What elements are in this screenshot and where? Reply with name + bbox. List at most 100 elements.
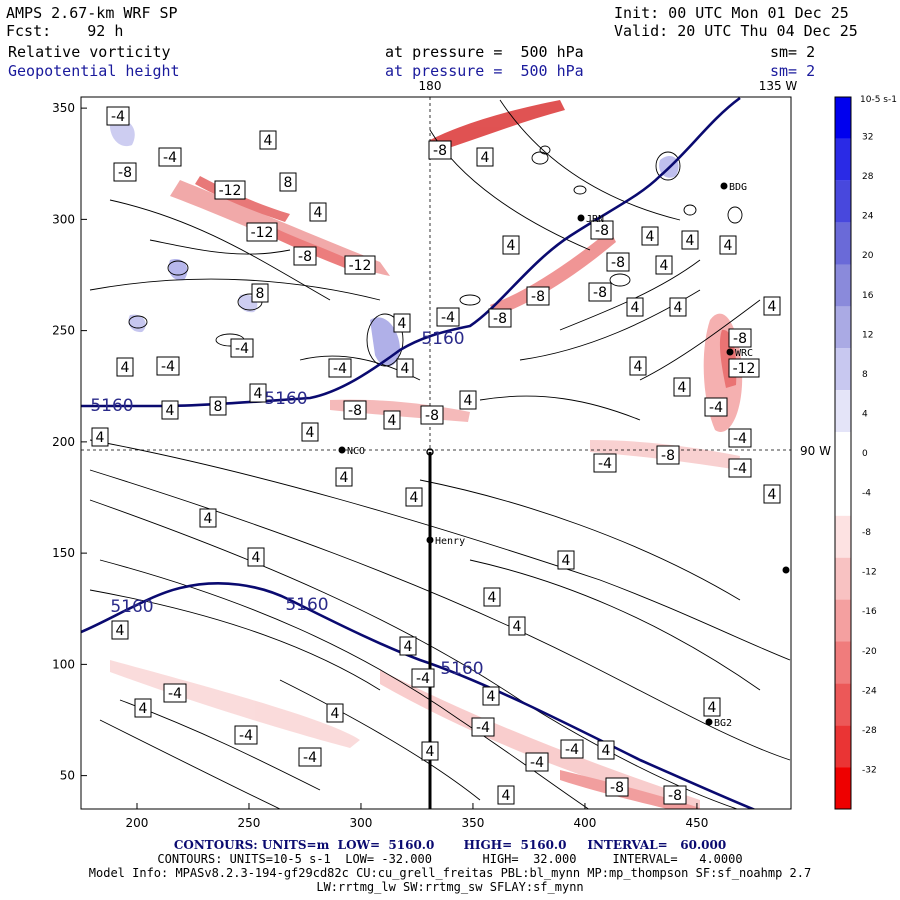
svg-text:-12: -12 <box>219 183 242 199</box>
svg-text:-4: -4 <box>598 456 612 472</box>
height-contour-5160 <box>81 97 757 809</box>
contour-label: 4 <box>249 383 267 403</box>
height-contour-label: 5160 <box>285 595 328 615</box>
contour-label: -4 <box>106 106 130 126</box>
vort-negative-band <box>170 180 390 276</box>
colorbar-segment <box>835 306 851 349</box>
contour-label: 4 <box>482 686 500 706</box>
contour-label: 4 <box>247 547 265 567</box>
colorbar-segment <box>835 222 851 265</box>
svg-text:4: 4 <box>674 300 683 316</box>
contour-label: 4 <box>681 230 699 250</box>
colorbar-segment <box>835 683 851 726</box>
contour-label: 4 <box>476 147 494 167</box>
svg-text:8: 8 <box>284 175 293 191</box>
footer-model-info: Model Info: MPASv8.2.3-194-gf29cd82c CU:… <box>88 866 812 880</box>
svg-text:-8: -8 <box>118 165 132 181</box>
footer-vorticity-contours: CONTOURS: UNITS=10-5 s-1 LOW= -32.000 HI… <box>157 852 743 866</box>
contour-label: -4 <box>704 397 728 417</box>
colorbar-frame <box>834 96 852 810</box>
svg-text:4: 4 <box>507 238 516 254</box>
contour-label: 4 <box>703 697 721 717</box>
height-contour-label: 5160 <box>264 389 307 409</box>
svg-text:4: 4 <box>121 360 130 376</box>
contour-label: -4 <box>156 356 180 376</box>
station-marker <box>726 348 734 356</box>
colorbar-label: 24 <box>862 212 874 222</box>
svg-text:4: 4 <box>388 413 397 429</box>
contour-label: 4 <box>326 703 344 723</box>
station-marker <box>782 566 790 574</box>
valid-time: Valid: 20 UTC Thu 04 Dec 25 <box>614 22 858 40</box>
y-tick-label: 250 <box>52 324 75 338</box>
contour-label: 4 <box>719 235 737 255</box>
contour-label: 4 <box>335 467 353 487</box>
contour-label: 4 <box>508 616 526 636</box>
colorbar-label: -4 <box>862 489 871 499</box>
contour-label: 4 <box>393 313 411 333</box>
colorbar-label: -20 <box>862 647 877 657</box>
svg-text:-4: -4 <box>476 720 490 736</box>
svg-text:-8: -8 <box>433 143 447 159</box>
svg-text:-4: -4 <box>733 431 747 447</box>
colorbar-segment <box>835 138 851 181</box>
contour-label: 4 <box>626 297 644 317</box>
contour-label: 4 <box>383 410 401 430</box>
contour-label: 4 <box>396 358 414 378</box>
svg-text:-4: -4 <box>416 671 430 687</box>
contour-label: -4 <box>230 338 254 358</box>
contour-label: -4 <box>298 747 322 767</box>
contour-label: 8 <box>279 172 297 192</box>
svg-text:4: 4 <box>488 590 497 606</box>
contour-label: -4 <box>234 725 258 745</box>
contour-label: -4 <box>163 683 187 703</box>
colorbar-label: 0 <box>862 449 868 459</box>
colorbar-segment <box>835 390 851 433</box>
footer-physics-info: LW:rrtmg_lw SW:rrtmg_sw SFLAY:sf_mynn <box>316 880 584 894</box>
colorbar: 10-5 s-1 32 28 24 20 16 12 8 4 0 -4 -8 -12 -16 -20 -24… <box>834 95 897 810</box>
stations: NCO Henry BDG JRN WRC BG2 <box>338 182 790 729</box>
station-marker <box>705 718 713 726</box>
contour-label: -8 <box>656 445 680 465</box>
y-tick-label: 100 <box>52 657 75 671</box>
svg-text:-4: -4 <box>733 461 747 477</box>
svg-text:-4: -4 <box>709 400 723 416</box>
contour-label: -4 <box>328 358 352 378</box>
contour-label: 4 <box>763 296 781 316</box>
init-time: Init: 00 UTC Mon 01 Dec 25 <box>614 4 849 22</box>
contour-label: -8 <box>420 405 444 425</box>
x-tick-label: 450 <box>685 816 708 830</box>
colorbar-label: -16 <box>862 607 877 617</box>
colorbar-segment <box>835 97 851 139</box>
svg-text:-4: -4 <box>530 755 544 771</box>
colorbar-label: 20 <box>862 251 874 261</box>
colorbar-label: -32 <box>862 765 877 775</box>
field2-name: Geopotential height <box>8 62 180 80</box>
svg-text:4: 4 <box>631 300 640 316</box>
svg-text:4: 4 <box>204 511 213 527</box>
svg-text:-8: -8 <box>611 255 625 271</box>
colorbar-label: -28 <box>862 726 877 736</box>
contour-label: 4 <box>111 620 129 640</box>
svg-text:4: 4 <box>502 788 511 804</box>
contour-label: -8 <box>113 162 137 182</box>
station-label: BDG <box>729 182 747 193</box>
station-marker <box>577 214 585 222</box>
contour-label: 8 <box>251 283 269 303</box>
contour-label: -4 <box>728 428 752 448</box>
svg-text:-8: -8 <box>668 788 682 804</box>
y-tick-label: 150 <box>52 546 75 560</box>
svg-text:-4: -4 <box>565 742 579 758</box>
svg-text:4: 4 <box>404 639 413 655</box>
colorbar-label: 32 <box>862 133 873 143</box>
svg-text:4: 4 <box>96 430 105 446</box>
vort-negative-band <box>380 670 700 809</box>
contour-label: 4 <box>641 226 659 246</box>
svg-text:-4: -4 <box>303 750 317 766</box>
vort-positive-patch <box>168 259 188 281</box>
contour-label: 8 <box>209 396 227 416</box>
contour-label: 4 <box>497 785 515 805</box>
contour-label: -8 <box>590 220 614 240</box>
contour-label: -4 <box>560 739 584 759</box>
